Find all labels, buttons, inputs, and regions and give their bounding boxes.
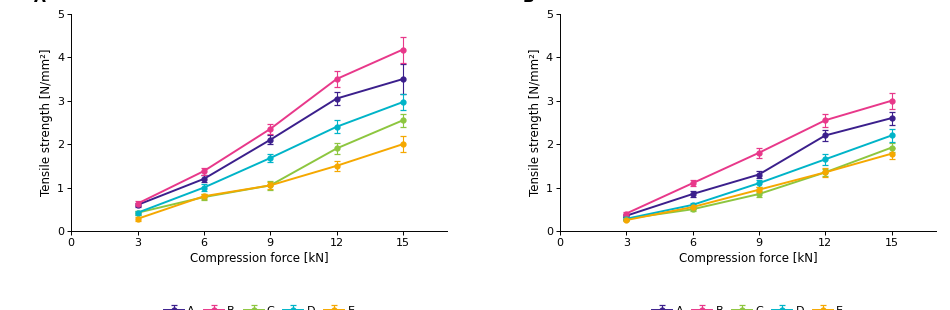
Y-axis label: Tensile strength [N/mm²]: Tensile strength [N/mm²]	[40, 49, 53, 196]
Text: B: B	[522, 0, 534, 5]
X-axis label: Compression force [kN]: Compression force [kN]	[678, 252, 817, 265]
Y-axis label: Tensile strength [N/mm²]: Tensile strength [N/mm²]	[528, 49, 542, 196]
Legend: A, B, C, D, E: A, B, C, D, E	[653, 306, 844, 310]
Legend: A, B, C, D, E: A, B, C, D, E	[163, 306, 354, 310]
Text: A: A	[33, 0, 46, 5]
X-axis label: Compression force [kN]: Compression force [kN]	[190, 252, 329, 265]
